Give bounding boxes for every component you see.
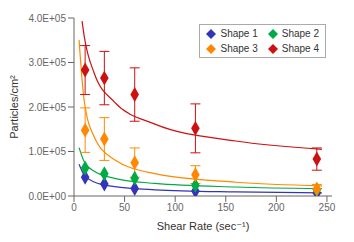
- html-text:Shape 4: Shape 4: [281, 43, 319, 54]
- svg-text:0.0E+00: 0.0E+00: [28, 191, 66, 202]
- html-text:Shape 3: Shape 3: [220, 43, 258, 54]
- html-text:Shape 2: Shape 2: [281, 28, 319, 39]
- svg-text:Particles/cm²: Particles/cm²: [8, 75, 20, 139]
- svg-text:50: 50: [119, 202, 131, 213]
- svg-text:150: 150: [217, 202, 234, 213]
- svg-text:0: 0: [71, 202, 77, 213]
- svg-text:Shear Rate (sec⁻¹): Shear Rate (sec⁻¹): [157, 220, 250, 232]
- svg-text:200: 200: [268, 202, 285, 213]
- svg-text:100: 100: [167, 202, 184, 213]
- html-text:Shape 1: Shape 1: [220, 28, 258, 39]
- svg-text:3.0E+05: 3.0E+05: [28, 57, 66, 68]
- svg-text:1.0E+05: 1.0E+05: [28, 146, 66, 157]
- svg-text:250: 250: [319, 202, 336, 213]
- svg-text:4.0E+05: 4.0E+05: [28, 13, 66, 24]
- svg-text:2.0E+05: 2.0E+05: [28, 102, 66, 113]
